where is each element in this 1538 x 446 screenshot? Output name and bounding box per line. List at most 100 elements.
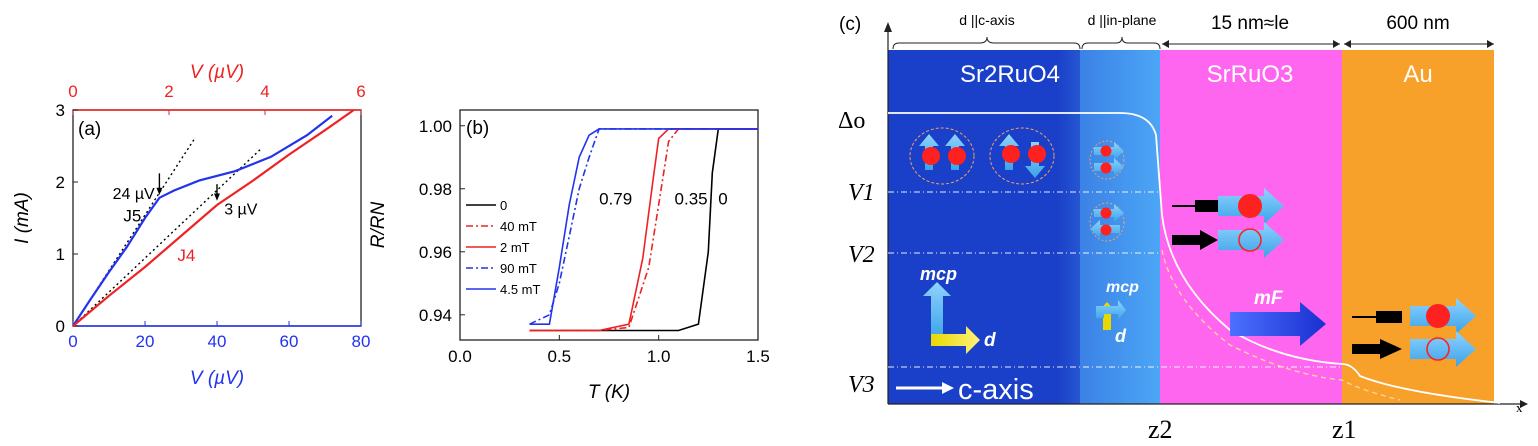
b-xtick-label: 0.5 <box>548 347 572 366</box>
panel-a-xlabel: V (µV) <box>190 368 244 389</box>
b-legend-label: 2 mT <box>500 240 530 255</box>
au-arrow-right <box>1487 40 1494 48</box>
top-braces <box>892 36 1161 50</box>
b-legend-label: 90 mT <box>500 261 537 276</box>
a-x2tick-label: 6 <box>356 82 365 101</box>
y-axis-arrowhead <box>884 22 892 32</box>
panel-c: (c) x d ||c-axis d ||in-plane 15 nm≈le 6… <box>838 12 1528 444</box>
b-ytick-label: 0.94 <box>419 306 452 325</box>
au-electron-upper <box>1352 298 1476 334</box>
a-x2tick-label: 0 <box>68 82 77 101</box>
a-xtick-label: 60 <box>280 332 299 351</box>
energy-label-delta: Δo <box>838 108 865 134</box>
le-arrow-right <box>1333 40 1340 48</box>
b-series-4 <box>529 128 758 326</box>
cooper-pair-in-plane-2 <box>1089 202 1125 242</box>
b-ytick-label: 0.98 <box>419 180 452 199</box>
x-mark-z1: z1 <box>1332 415 1357 444</box>
a-label-j5: J5 <box>123 207 141 226</box>
panel-b-ylabel: R/RN <box>368 202 389 249</box>
region-label-srruo3: SrRuO3 <box>1207 61 1294 88</box>
a-ytick-label: 1 <box>56 245 65 264</box>
b-series-3 <box>529 128 758 325</box>
x-axis-label: x <box>1516 400 1523 415</box>
srruo3-electron-upper <box>1172 188 1284 224</box>
panel-a-frame <box>72 109 362 327</box>
b-legend-label: 4.5 mT <box>500 282 541 297</box>
panel-a-ylabel: I (mA) <box>12 192 33 244</box>
a-arrowhead-24uv <box>156 187 163 195</box>
x-axis-arrowhead <box>1520 400 1528 408</box>
b-legend-label: 0 <box>500 198 507 213</box>
energy-label-v1: V1 <box>848 180 875 206</box>
a-series-j4 <box>72 109 355 327</box>
b-xtick-label: 1.5 <box>746 347 770 366</box>
region-label-sr2ruo4: Sr2RuO4 <box>960 61 1060 88</box>
panel-c-label: (c) <box>839 14 861 35</box>
label-d-in-plane: d ||in-plane <box>1088 12 1157 28</box>
b-series-2 <box>529 128 758 332</box>
a-arrowhead-3uv <box>214 193 220 201</box>
mcp-d-vectors-c-axis: mcp d <box>920 264 996 354</box>
b-ytick-label: 1.00 <box>419 117 452 136</box>
mf-label: mF <box>1254 288 1284 309</box>
mcp-d-vectors-in-plane: mcp d <box>1096 279 1139 346</box>
panel-b-frame <box>459 109 759 341</box>
panel-b-label: (b) <box>466 118 489 139</box>
au-arrow-left <box>1344 40 1351 48</box>
b-annotation: 0 <box>718 190 727 209</box>
energy-label-v2: V2 <box>848 242 875 268</box>
b-xtick-label: 0.0 <box>448 347 472 366</box>
a-label-j4: J4 <box>177 246 195 265</box>
a-ytick-label: 0 <box>56 317 65 336</box>
a-series-j5 <box>72 114 333 327</box>
cooper-pair-in-plane-1 <box>1089 140 1125 180</box>
order-parameter-curve-dashed <box>1161 249 1401 401</box>
mcp-label-in-plane: mcp <box>1106 279 1139 296</box>
a-annotation-24uv: 24 µV <box>113 186 155 203</box>
a-xtick-label: 20 <box>136 332 155 351</box>
a-x2tick-label: 4 <box>260 82 269 101</box>
au-electron-lower <box>1352 331 1476 367</box>
le-arrow-left <box>1162 40 1169 48</box>
b-ytick-label: 0.96 <box>419 243 452 262</box>
srruo3-region <box>1160 50 1342 404</box>
b-xtick-label: 1.0 <box>647 347 671 366</box>
srruo3-electron-lower <box>1172 222 1284 258</box>
mcp-label-c-axis: mcp <box>920 264 957 284</box>
c-axis-label: c-axis <box>958 374 1034 406</box>
b-annotation: 0.35 <box>675 190 708 209</box>
x-mark-z2: z2 <box>1148 415 1173 444</box>
b-legend-label: 40 mT <box>500 219 537 234</box>
a-xtick-label: 80 <box>352 332 371 351</box>
a-x2tick-label: 2 <box>164 82 173 101</box>
region-label-au: Au <box>1403 61 1432 88</box>
energy-dash-lines <box>888 191 1342 368</box>
mf-arrow: mF <box>1230 288 1326 346</box>
panel-a-x2label: V (µV) <box>190 62 244 83</box>
b-annotation: 0.79 <box>599 190 632 209</box>
panel-b-xlabel: T (K) <box>588 382 630 403</box>
a-annotation-3uv: 3 µV <box>224 201 258 218</box>
label-au-thickness: 600 nm <box>1386 13 1449 34</box>
panel-a-label: (a) <box>78 119 101 140</box>
label-d-c-axis: d ||c-axis <box>959 12 1015 28</box>
a-xtick-label: 0 <box>68 332 77 351</box>
label-le: 15 nm≈le <box>1211 13 1289 34</box>
a-ytick-label: 2 <box>56 173 65 192</box>
cooper-pair-c-axis-1 <box>909 127 975 185</box>
a-ytick-label: 3 <box>56 101 65 120</box>
a-xtick-label: 40 <box>208 332 227 351</box>
d-label-in-plane: d <box>1115 326 1127 346</box>
energy-label-v3: V3 <box>848 372 875 398</box>
order-parameter-curve <box>888 112 1501 404</box>
b-series-0 <box>529 128 758 332</box>
cooper-pair-c-axis-2 <box>989 127 1055 185</box>
b-series-1 <box>529 128 758 332</box>
a-fit-line-j4 <box>72 149 261 327</box>
c-axis-indicator: c-axis <box>896 374 1034 406</box>
panel-b: 0.0 0.5 1.0 1.5 0.94 0.96 0.98 1.00 0 40 mT 2 mT 9… <box>368 109 770 403</box>
d-label-c-axis: d <box>984 330 996 351</box>
